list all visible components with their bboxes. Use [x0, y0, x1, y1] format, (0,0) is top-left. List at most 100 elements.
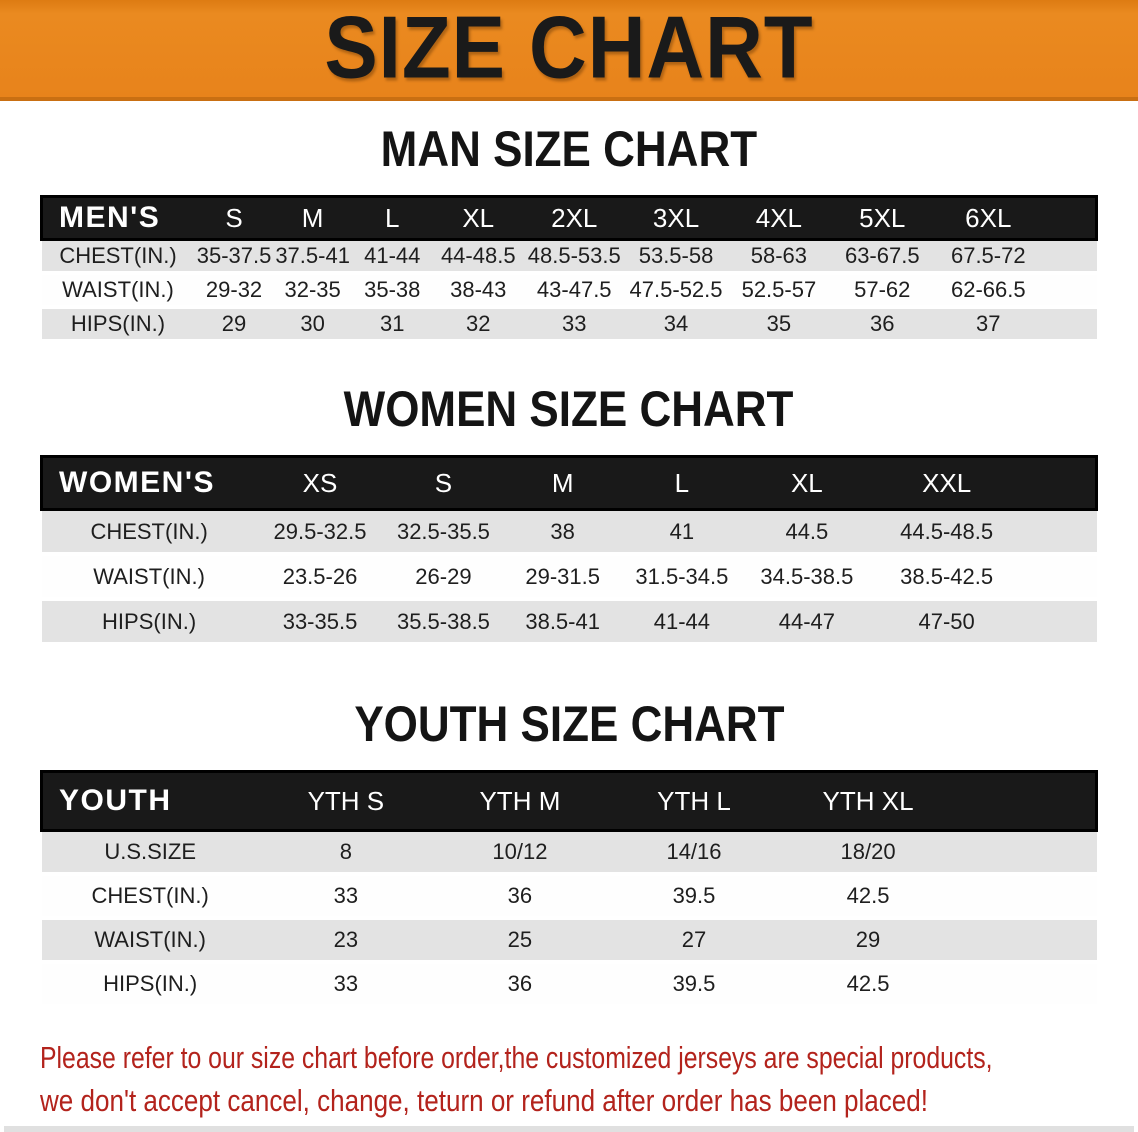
row-label-hips: HIPS(IN.) — [41, 599, 257, 646]
row-label-hips: HIPS(IN.) — [41, 962, 259, 1008]
youth-col-s: YTH S — [258, 770, 433, 832]
youth-section-heading-text: YOUTH SIZE CHART — [353, 696, 785, 752]
filler-cell — [955, 962, 1097, 1008]
youth-section-heading: YOUTH SIZE CHART — [0, 698, 1138, 750]
size-cell: 38.5-41 — [503, 599, 622, 646]
youth-col-l: YTH L — [606, 770, 782, 832]
women-col-s: S — [383, 455, 504, 511]
size-cell: 29.5-32.5 — [256, 509, 384, 556]
size-cell: 44-48.5 — [432, 239, 524, 275]
size-chart-banner: SIZE CHART — [0, 0, 1138, 101]
size-cell: 58-63 — [727, 239, 831, 275]
size-cell: 18/20 — [781, 830, 956, 876]
size-cell: 32 — [432, 307, 524, 343]
size-cell: 33-35.5 — [256, 599, 384, 646]
row-label-waist: WAIST(IN.) — [41, 273, 195, 309]
size-cell: 48.5-53.5 — [523, 239, 625, 275]
women-col-xl: XL — [742, 455, 872, 511]
size-cell: 31.5-34.5 — [621, 554, 742, 601]
women-col-l: L — [621, 455, 742, 511]
size-cell: 52.5-57 — [727, 273, 831, 309]
size-cell: 32-35 — [273, 273, 352, 309]
size-cell: 31 — [351, 307, 433, 343]
men-col-l: L — [351, 195, 433, 241]
row-label-chest: CHEST(IN.) — [41, 874, 259, 920]
filler-cell — [955, 830, 1097, 876]
women-chest-row: CHEST(IN.) 29.5-32.5 32.5-35.5 38 41 44.… — [41, 509, 1097, 556]
youth-waist-row: WAIST(IN.) 23 25 27 29 — [41, 918, 1097, 964]
size-cell: 39.5 — [606, 962, 782, 1008]
men-waist-row: WAIST(IN.) 29-32 32-35 35-38 38-43 43-47… — [41, 273, 1097, 309]
youth-col-xl: YTH XL — [781, 770, 956, 832]
size-cell: 35-37.5 — [194, 239, 274, 275]
men-header-label: MEN'S — [40, 195, 195, 241]
women-section-heading: WOMEN SIZE CHART — [0, 383, 1138, 435]
size-cell: 26-29 — [383, 554, 504, 601]
youth-header-label: YOUTH — [39, 770, 259, 832]
size-cell: 38.5-42.5 — [871, 554, 1022, 601]
disclaimer-line-2: we don't accept cancel, change, teturn o… — [40, 1083, 929, 1119]
size-cell: 41-44 — [351, 239, 433, 275]
row-label-us-size: U.S.SIZE — [41, 830, 259, 876]
youth-size-table: YOUTH YTH S YTH M YTH L YTH XL U.S.SIZE … — [39, 770, 1099, 1008]
size-cell: 34 — [624, 307, 728, 343]
size-cell: 42.5 — [781, 962, 956, 1008]
men-section-heading-text: MAN SIZE CHART — [380, 121, 758, 177]
row-label-chest: CHEST(IN.) — [41, 509, 257, 556]
size-cell: 35-38 — [351, 273, 433, 309]
size-cell: 62-66.5 — [933, 273, 1043, 309]
filler-cell — [1021, 509, 1097, 556]
size-cell: 29-31.5 — [503, 554, 622, 601]
women-section-heading-text: WOMEN SIZE CHART — [344, 381, 794, 437]
size-cell: 67.5-72 — [933, 239, 1043, 275]
row-label-waist: WAIST(IN.) — [41, 918, 259, 964]
size-cell: 41 — [621, 509, 742, 556]
size-cell: 14/16 — [606, 830, 782, 876]
men-col-5xl: 5XL — [830, 195, 934, 241]
women-col-m: M — [503, 455, 622, 511]
youth-chest-row: CHEST(IN.) 33 36 39.5 42.5 — [41, 874, 1097, 920]
filler-cell — [1042, 307, 1097, 343]
size-cell: 44-47 — [742, 599, 872, 646]
filler-cell — [1042, 239, 1097, 275]
size-cell: 38 — [503, 509, 622, 556]
size-cell: 43-47.5 — [523, 273, 625, 309]
row-label-waist: WAIST(IN.) — [41, 554, 257, 601]
men-hips-row: HIPS(IN.) 29 30 31 32 33 34 35 36 37 — [41, 307, 1097, 343]
size-cell: 27 — [606, 918, 782, 964]
row-label-hips: HIPS(IN.) — [41, 307, 195, 343]
size-cell: 29 — [781, 918, 956, 964]
size-cell: 35 — [727, 307, 831, 343]
women-header-row: WOMEN'S XS S M L XL XXL — [39, 455, 1098, 511]
size-cell: 63-67.5 — [830, 239, 934, 275]
size-cell: 36 — [432, 874, 607, 920]
size-cell: 37.5-41 — [273, 239, 352, 275]
size-cell: 38-43 — [432, 273, 524, 309]
men-chest-row: CHEST(IN.) 35-37.5 37.5-41 41-44 44-48.5… — [41, 239, 1097, 275]
size-cell: 30 — [273, 307, 352, 343]
size-cell: 44.5 — [742, 509, 872, 556]
size-cell: 8 — [258, 830, 433, 876]
header-filler — [1021, 455, 1098, 511]
men-section-heading: MAN SIZE CHART — [0, 123, 1138, 175]
size-cell: 39.5 — [606, 874, 782, 920]
women-col-xs: XS — [256, 455, 384, 511]
size-cell: 10/12 — [432, 830, 607, 876]
size-cell: 33 — [258, 962, 433, 1008]
disclaimer-text: Please refer to our size chart before or… — [40, 1036, 1128, 1123]
men-col-xl: XL — [432, 195, 524, 241]
size-cell: 36 — [432, 962, 607, 1008]
size-cell: 33 — [523, 307, 625, 343]
row-label-chest: CHEST(IN.) — [41, 239, 195, 275]
bottom-edge-shadow — [4, 1126, 1134, 1132]
disclaimer-line-1: Please refer to our size chart before or… — [40, 1040, 993, 1075]
size-cell: 47.5-52.5 — [624, 273, 728, 309]
men-header-row: MEN'S S M L XL 2XL 3XL 4XL 5XL 6XL — [40, 195, 1098, 241]
size-cell: 23.5-26 — [256, 554, 384, 601]
size-cell: 35.5-38.5 — [383, 599, 504, 646]
women-col-xxl: XXL — [871, 455, 1022, 511]
youth-col-m: YTH M — [432, 770, 607, 832]
size-cell: 53.5-58 — [624, 239, 728, 275]
youth-hips-row: HIPS(IN.) 33 36 39.5 42.5 — [41, 962, 1097, 1008]
size-cell: 42.5 — [781, 874, 956, 920]
